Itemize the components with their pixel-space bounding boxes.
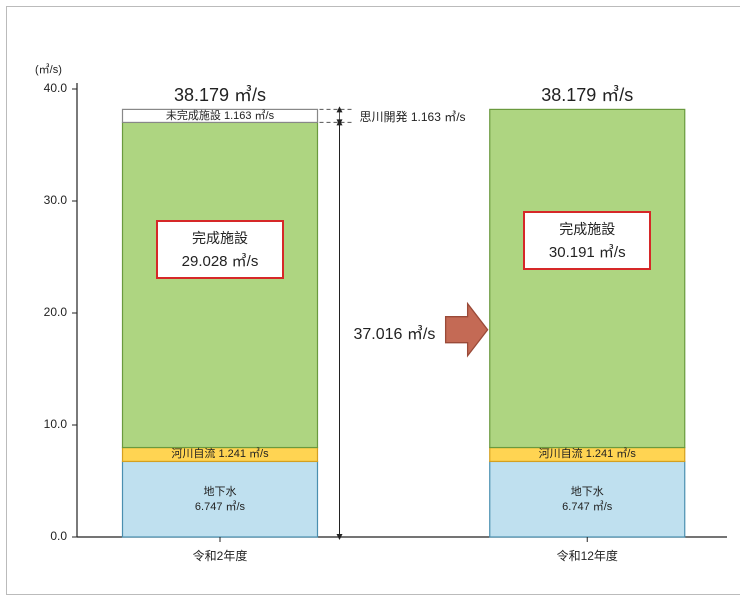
- y-tick-label: 20.0: [7, 305, 67, 319]
- segment-label: 地下水6.747 ㎥/s: [123, 485, 318, 514]
- y-tick-label: 40.0: [7, 81, 67, 95]
- bar-segment-完成施設: [123, 122, 318, 447]
- chart-plot-area: 0.0 10.0 20.0 30.0 40.0 (㎥/s) 地下水6.747 ㎥/s 河川自流…: [7, 7, 740, 596]
- segment-label: 河川自流 1.241 ㎥/s: [490, 447, 685, 461]
- bar-total-label: 38.179 ㎥/s: [103, 81, 338, 107]
- y-tick-label: 10.0: [7, 417, 67, 431]
- x-category-label: 令和12年度: [470, 547, 705, 564]
- segment-label: 河川自流 1.241 ㎥/s: [123, 447, 318, 461]
- callout-box: 完成施設30.191 ㎥/s: [523, 211, 651, 270]
- segment-label: 地下水6.747 ㎥/s: [490, 485, 685, 514]
- callout-box: 完成施設29.028 ㎥/s: [156, 220, 284, 279]
- mid-dimension-label: 37.016 ㎥/s: [354, 320, 436, 344]
- y-axis-unit-label: (㎥/s): [35, 61, 62, 77]
- transition-arrow-icon: [446, 304, 488, 356]
- top-segment-note: 思川開発 1.163 ㎥/s: [360, 108, 466, 125]
- x-category-label: 令和2年度: [103, 547, 338, 564]
- bar-total-label: 38.179 ㎥/s: [470, 81, 705, 107]
- segment-label: 未完成施設 1.163 ㎥/s: [123, 109, 318, 123]
- chart-container: 0.0 10.0 20.0 30.0 40.0 (㎥/s) 地下水6.747 ㎥/s 河川自流…: [6, 6, 740, 595]
- bar-segment-完成施設: [490, 109, 685, 447]
- y-tick-label: 30.0: [7, 193, 67, 207]
- y-tick-label: 0.0: [7, 529, 67, 543]
